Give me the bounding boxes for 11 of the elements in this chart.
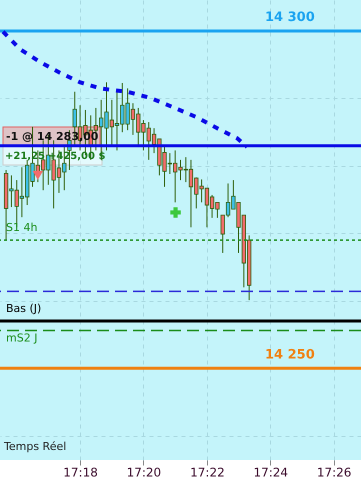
- annotation: Temps Réel: [3, 440, 66, 453]
- ref-line-label: S1 4h: [6, 221, 38, 234]
- x-tick-label: 17:22: [190, 466, 225, 480]
- ref-line-label: 14 250: [265, 347, 315, 362]
- x-tick-label: 17:24: [253, 466, 288, 480]
- x-tick-label: 17:18: [63, 466, 98, 480]
- x-tick-label: 17:26: [316, 466, 352, 480]
- ref-line-label: Bas (J): [6, 302, 42, 316]
- ref-line-label: 14 300: [265, 10, 315, 26]
- ref-line-label: mS2 J: [6, 332, 38, 344]
- x-tick-label: 17:20: [126, 466, 162, 480]
